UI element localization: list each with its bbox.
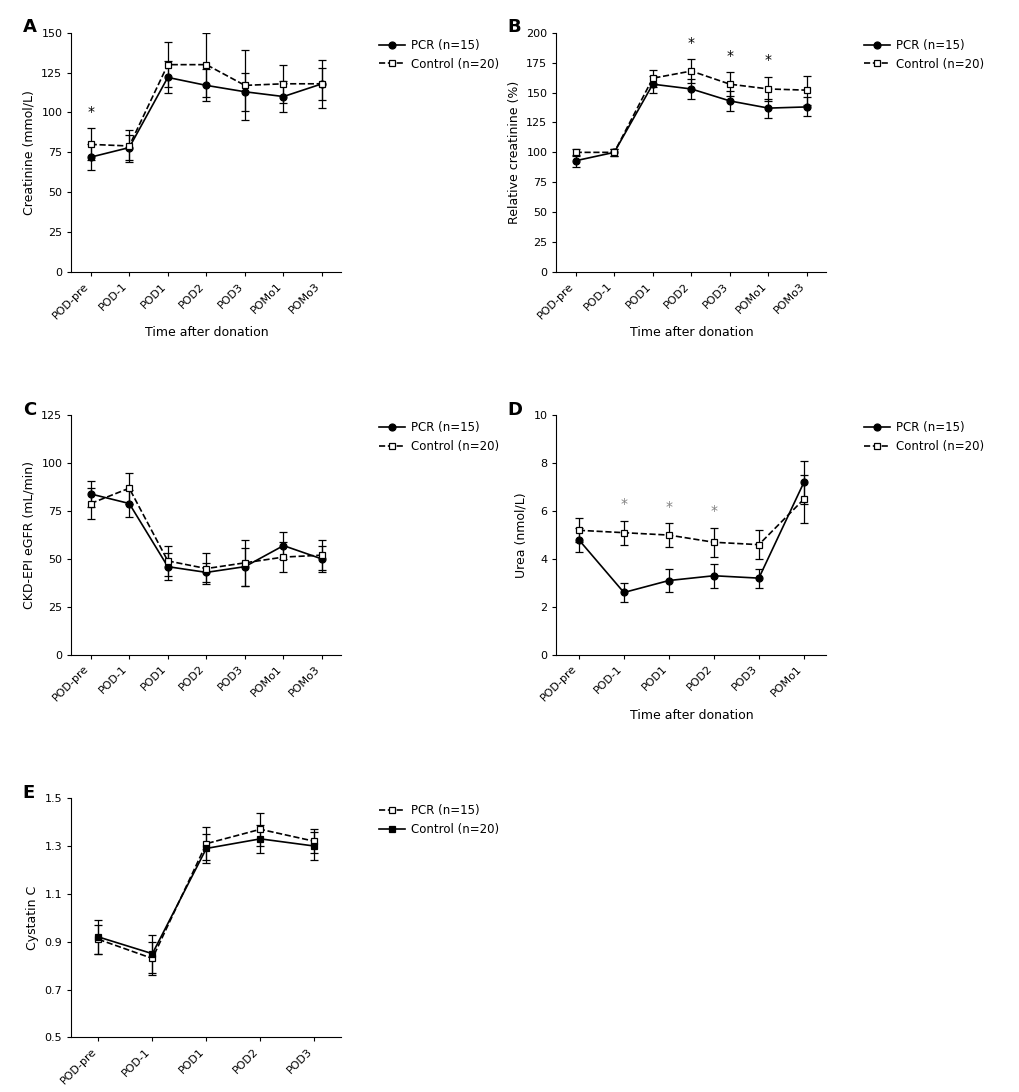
Y-axis label: Creatinine (mmol/L): Creatinine (mmol/L) xyxy=(22,90,36,215)
Text: A: A xyxy=(22,19,37,36)
Y-axis label: Urea (nmol/L): Urea (nmol/L) xyxy=(515,492,527,578)
X-axis label: Time after donation: Time after donation xyxy=(629,709,752,722)
Y-axis label: Relative creatinine (%): Relative creatinine (%) xyxy=(507,81,520,224)
X-axis label: Time after donation: Time after donation xyxy=(145,327,268,340)
X-axis label: Time after donation: Time after donation xyxy=(629,327,752,340)
Text: C: C xyxy=(22,401,36,419)
Text: *: * xyxy=(620,497,627,511)
Text: B: B xyxy=(507,19,521,36)
Legend: PCR (n=15), Control (n=20): PCR (n=15), Control (n=20) xyxy=(863,422,983,453)
Text: D: D xyxy=(507,401,523,419)
Legend: PCR (n=15), Control (n=20): PCR (n=15), Control (n=20) xyxy=(378,804,498,836)
Text: E: E xyxy=(22,784,35,802)
Text: *: * xyxy=(726,49,733,62)
Y-axis label: Cystatin C: Cystatin C xyxy=(26,886,39,950)
Text: *: * xyxy=(87,105,94,119)
Legend: PCR (n=15), Control (n=20): PCR (n=15), Control (n=20) xyxy=(378,422,498,453)
Text: *: * xyxy=(764,54,771,68)
Y-axis label: CKD-EPI eGFR (mL/min): CKD-EPI eGFR (mL/min) xyxy=(22,461,36,609)
Legend: PCR (n=15), Control (n=20): PCR (n=15), Control (n=20) xyxy=(863,38,983,71)
Text: *: * xyxy=(664,499,672,513)
Text: *: * xyxy=(709,505,716,519)
Legend: PCR (n=15), Control (n=20): PCR (n=15), Control (n=20) xyxy=(378,38,498,71)
Text: *: * xyxy=(687,36,694,49)
